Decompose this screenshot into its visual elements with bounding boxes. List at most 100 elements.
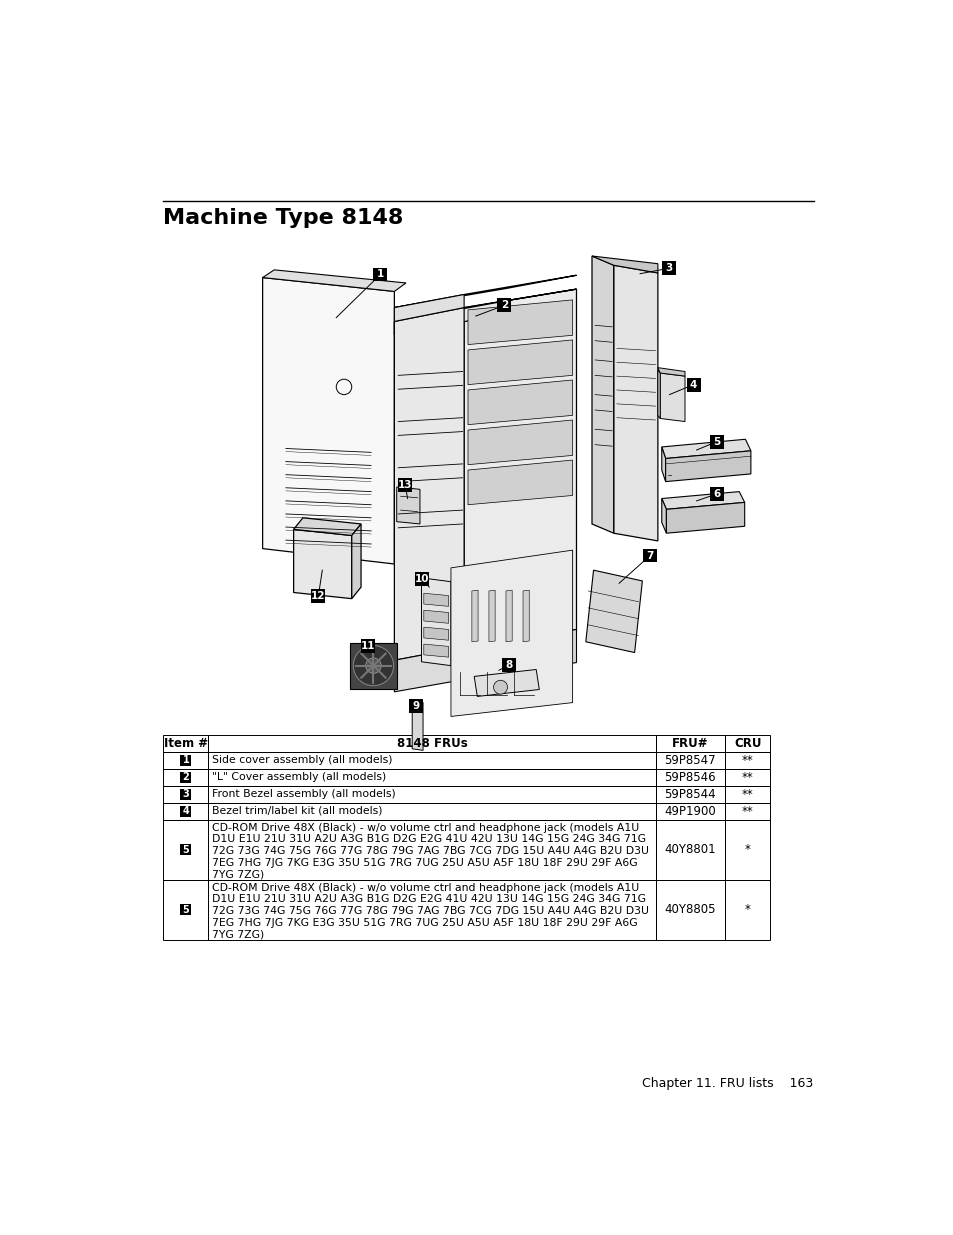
Bar: [655, 769, 724, 785]
Bar: [208, 752, 655, 769]
Text: Item #: Item #: [164, 737, 208, 750]
Text: 5: 5: [182, 905, 189, 915]
Text: 7: 7: [646, 551, 653, 561]
Bar: [724, 735, 769, 752]
Bar: [415, 572, 429, 585]
Polygon shape: [522, 590, 529, 642]
Polygon shape: [396, 487, 419, 524]
Bar: [360, 640, 375, 653]
Text: **: **: [741, 788, 753, 800]
Polygon shape: [394, 294, 464, 321]
Bar: [655, 803, 724, 820]
Text: 1: 1: [376, 269, 384, 279]
Polygon shape: [665, 451, 750, 482]
Text: 59P8546: 59P8546: [664, 771, 716, 784]
Polygon shape: [394, 300, 506, 335]
Polygon shape: [488, 590, 495, 642]
Polygon shape: [412, 701, 422, 751]
Polygon shape: [262, 278, 394, 564]
Polygon shape: [468, 420, 572, 464]
Text: 2: 2: [500, 300, 508, 310]
Bar: [163, 769, 208, 785]
Text: 9: 9: [412, 700, 419, 710]
Text: 8148 FRUs: 8148 FRUs: [396, 737, 467, 750]
Polygon shape: [294, 517, 360, 536]
Polygon shape: [613, 266, 658, 541]
Bar: [642, 548, 657, 562]
Bar: [180, 805, 192, 816]
Polygon shape: [659, 373, 684, 421]
Text: Chapter 11. FRU lists    163: Chapter 11. FRU lists 163: [641, 1077, 812, 1091]
Text: 2: 2: [182, 772, 189, 782]
Text: 10: 10: [415, 573, 429, 584]
Text: 1: 1: [182, 756, 189, 766]
Polygon shape: [592, 256, 613, 534]
Bar: [163, 735, 208, 752]
Text: Front Bezel assembly (all models): Front Bezel assembly (all models): [212, 789, 395, 799]
Bar: [373, 268, 387, 282]
Bar: [208, 769, 655, 785]
Text: 3: 3: [664, 263, 672, 273]
Bar: [180, 755, 192, 766]
Polygon shape: [472, 590, 477, 642]
Text: 12: 12: [311, 590, 325, 600]
Bar: [709, 435, 723, 448]
Polygon shape: [394, 275, 576, 308]
Polygon shape: [658, 368, 684, 377]
Bar: [208, 735, 655, 752]
Text: 4: 4: [689, 379, 697, 389]
Polygon shape: [505, 590, 512, 642]
Polygon shape: [464, 289, 576, 647]
Bar: [709, 487, 723, 501]
Text: 11: 11: [360, 641, 375, 651]
Text: 5: 5: [713, 436, 720, 447]
Text: 40Y8801: 40Y8801: [664, 844, 716, 856]
Text: Bezel trim/label kit (all models): Bezel trim/label kit (all models): [212, 805, 382, 816]
Bar: [208, 820, 655, 879]
Text: **: **: [741, 753, 753, 767]
Polygon shape: [451, 550, 572, 716]
Bar: [501, 658, 516, 672]
Text: **: **: [741, 805, 753, 818]
Text: CRU: CRU: [733, 737, 760, 750]
Polygon shape: [585, 571, 641, 652]
Polygon shape: [394, 647, 464, 692]
Bar: [497, 299, 511, 312]
Bar: [163, 879, 208, 940]
Polygon shape: [423, 593, 448, 606]
Bar: [180, 772, 192, 783]
Text: Machine Type 8148: Machine Type 8148: [163, 209, 403, 228]
Text: 13: 13: [397, 479, 412, 490]
Bar: [163, 785, 208, 803]
Polygon shape: [474, 669, 538, 697]
Bar: [724, 752, 769, 769]
Polygon shape: [661, 492, 744, 509]
Polygon shape: [352, 524, 360, 599]
Bar: [180, 845, 192, 855]
Bar: [655, 820, 724, 879]
Text: 59P8547: 59P8547: [664, 753, 716, 767]
Bar: [655, 735, 724, 752]
Text: 49P1900: 49P1900: [664, 805, 716, 818]
Text: 40Y8805: 40Y8805: [664, 903, 716, 916]
Bar: [163, 752, 208, 769]
Text: 8: 8: [505, 659, 512, 669]
Bar: [397, 478, 412, 492]
Polygon shape: [468, 380, 572, 425]
Polygon shape: [423, 627, 448, 640]
Polygon shape: [394, 289, 576, 321]
Text: CD-ROM Drive 48X (Black) - w/o volume ctrl and headphone jack (models A1U
D1U E1: CD-ROM Drive 48X (Black) - w/o volume ct…: [212, 823, 649, 879]
Text: 3: 3: [182, 789, 189, 799]
Polygon shape: [468, 461, 572, 505]
Text: Side cover assembly (all models): Side cover assembly (all models): [212, 755, 393, 764]
Polygon shape: [666, 503, 744, 534]
Text: 5: 5: [182, 845, 189, 855]
Polygon shape: [661, 447, 665, 482]
Bar: [409, 699, 422, 713]
Bar: [686, 378, 700, 391]
Polygon shape: [661, 440, 750, 458]
Bar: [724, 769, 769, 785]
Polygon shape: [423, 610, 448, 624]
Text: 59P8544: 59P8544: [664, 788, 716, 800]
Circle shape: [353, 646, 394, 685]
